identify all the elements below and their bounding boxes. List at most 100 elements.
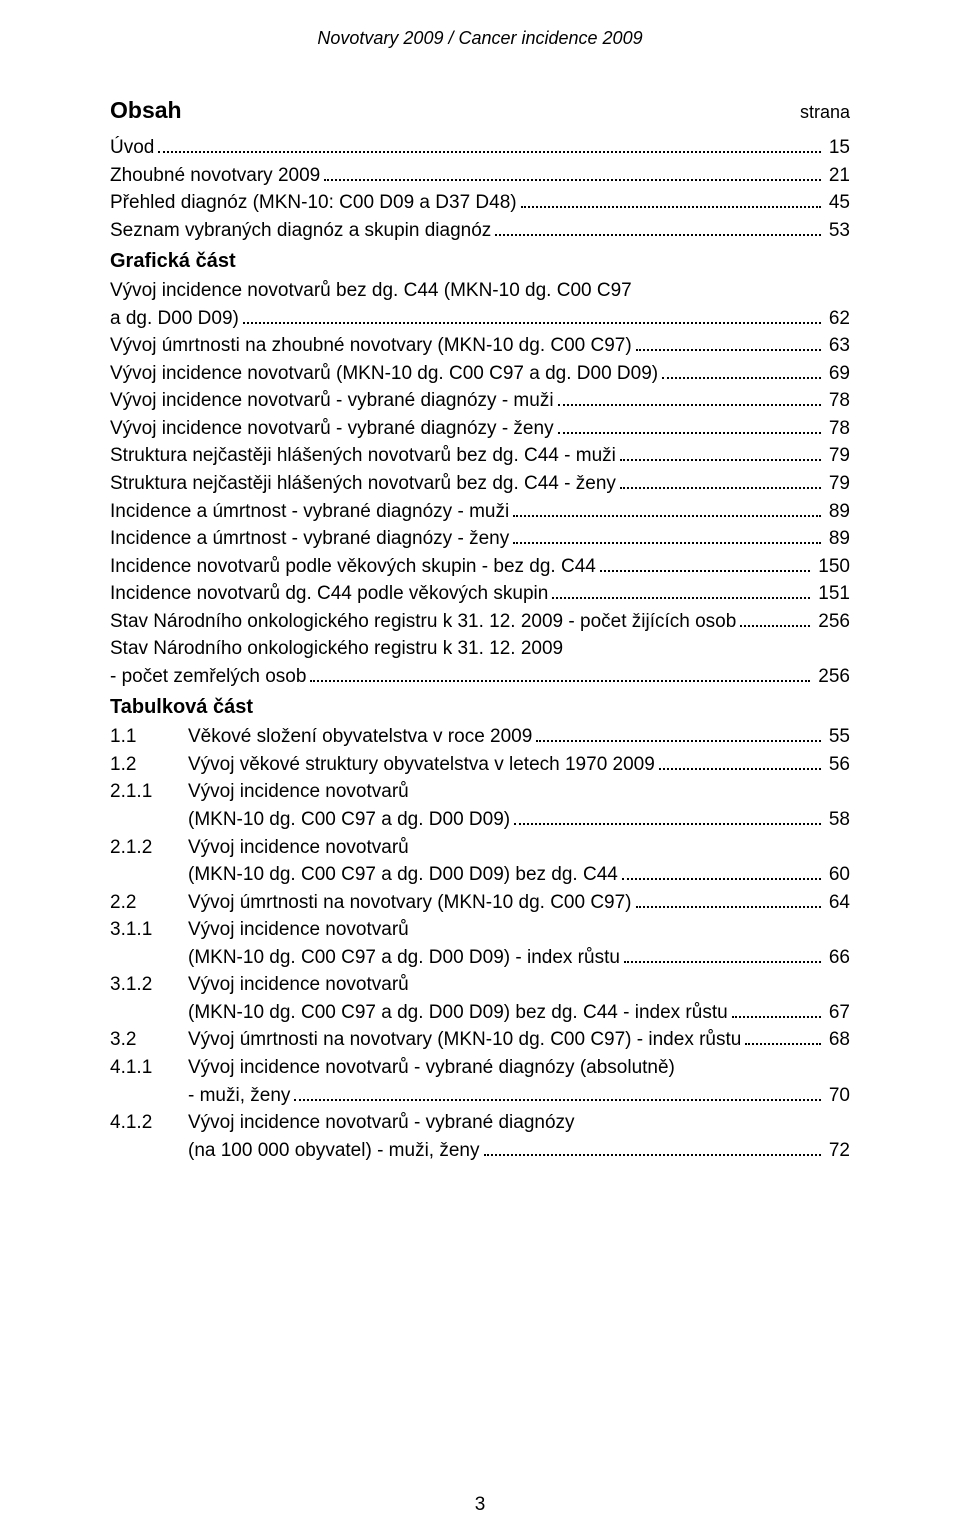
toc-entry-lastline: Vývoj úmrtnosti na novotvary (MKN-10 dg.… (188, 889, 850, 917)
toc-entry-lastline: Vývoj úmrtnosti na novotvary (MKN-10 dg.… (188, 1026, 850, 1054)
toc-header-row: Obsah strana (110, 97, 850, 124)
toc-leader-dots (745, 1034, 821, 1045)
toc-entry-page: 60 (825, 861, 850, 889)
toc-leader-dots (495, 224, 821, 235)
toc-entry-preline: Vývoj incidence novotvarů - vybrané diag… (188, 1054, 850, 1082)
toc-numbered-entry: 2.1.1Vývoj incidence novotvarů(MKN-10 dg… (110, 778, 850, 833)
toc-entry-label: Vývoj incidence novotvarů (MKN-10 dg. C0… (110, 360, 658, 388)
toc-leader-dots (636, 340, 821, 351)
toc-entry-lastline: (MKN-10 dg. C00 C97 a dg. D00 D09) bez d… (188, 999, 850, 1027)
toc-entry-page: 63 (825, 332, 850, 360)
toc-entry-body: Vývoj incidence novotvarů(MKN-10 dg. C00… (188, 916, 850, 971)
toc-entry: Seznam vybraných diagnóz a skupin diagnó… (110, 217, 850, 245)
document-header-title: Novotvary 2009 / Cancer incidence 2009 (110, 28, 850, 49)
toc-entry-page: 15 (825, 134, 850, 162)
toc-entry: Struktura nejčastěji hlášených novotvarů… (110, 442, 850, 470)
toc-entry-page: 150 (814, 553, 850, 581)
toc-entry-label: Vývoj úmrtnosti na novotvary (MKN-10 dg.… (188, 1026, 741, 1054)
toc-entry-lastline: Věkové složení obyvatelstva v roce 20095… (188, 723, 850, 751)
toc-numbered-entry: 1.1Věkové složení obyvatelstva v roce 20… (110, 723, 850, 751)
toc-leader-dots (624, 951, 821, 962)
toc-entry-number: 2.2 (110, 889, 188, 917)
toc-entry-label: (MKN-10 dg. C00 C97 a dg. D00 D09) (188, 806, 510, 834)
toc-entry-preline: Vývoj incidence novotvarů (188, 971, 850, 999)
toc-entry: Vývoj incidence novotvarů - vybrané diag… (110, 387, 850, 415)
toc-entry-page: 21 (825, 162, 850, 190)
toc-numbered-entry: 2.1.2Vývoj incidence novotvarů(MKN-10 dg… (110, 834, 850, 889)
toc-entry-label: - počet zemřelých osob (110, 663, 306, 691)
toc-leader-dots (324, 169, 821, 180)
toc-entry-label: Struktura nejčastěji hlášených novotvarů… (110, 470, 616, 498)
toc-entry-label: (MKN-10 dg. C00 C97 a dg. D00 D09) bez d… (188, 861, 618, 889)
section-heading-tabulkova: Tabulková část (110, 696, 850, 719)
toc-entry-label: Vývoj incidence novotvarů - vybrané diag… (110, 415, 554, 443)
toc-numbered-entry: 4.1.1Vývoj incidence novotvarů - vybrané… (110, 1054, 850, 1109)
toc-leader-dots (620, 450, 821, 461)
toc-entry-number: 1.2 (110, 751, 188, 779)
toc-numbered-entry: 2.2Vývoj úmrtnosti na novotvary (MKN-10 … (110, 889, 850, 917)
toc-entry-label: (MKN-10 dg. C00 C97 a dg. D00 D09) - ind… (188, 944, 620, 972)
toc-numbered-entry: 4.1.2Vývoj incidence novotvarů - vybrané… (110, 1109, 850, 1164)
toc-entry-body: Věkové složení obyvatelstva v roce 20095… (188, 723, 850, 751)
toc-entry-page: 64 (825, 889, 850, 917)
toc-entry-page: 256 (814, 663, 850, 691)
toc-entry-number: 3.2 (110, 1026, 188, 1054)
toc-entry-body: Vývoj incidence novotvarů - vybrané diag… (188, 1109, 850, 1164)
toc-leader-dots (514, 814, 821, 825)
toc-entry: a dg. D00 D09)62 (110, 305, 850, 333)
toc-entry-label: Přehled diagnóz (MKN-10: C00 D09 a D37 D… (110, 189, 517, 217)
toc-entry: Stav Národního onkologického registru k … (110, 608, 850, 636)
toc-entry-body: Vývoj úmrtnosti na novotvary (MKN-10 dg.… (188, 1026, 850, 1054)
toc-entry-body: Vývoj věkové struktury obyvatelstva v le… (188, 751, 850, 779)
toc-entry: Struktura nejčastěji hlášených novotvarů… (110, 470, 850, 498)
toc-entry-page: 53 (825, 217, 850, 245)
toc-leader-dots (622, 869, 821, 880)
toc-entry-label: Věkové složení obyvatelstva v roce 2009 (188, 723, 532, 751)
toc-entry-lastline: (MKN-10 dg. C00 C97 a dg. D00 D09) bez d… (188, 861, 850, 889)
toc-entry-label: Vývoj věkové struktury obyvatelstva v le… (188, 751, 655, 779)
toc-entry-label: - muži, ženy (188, 1082, 290, 1110)
toc-entry-body: Vývoj incidence novotvarů(MKN-10 dg. C00… (188, 778, 850, 833)
toc-numbered-entry: 3.1.2Vývoj incidence novotvarů(MKN-10 dg… (110, 971, 850, 1026)
toc-entry-body: Vývoj úmrtnosti na novotvary (MKN-10 dg.… (188, 889, 850, 917)
toc-entry-preline: Vývoj incidence novotvarů bez dg. C44 (M… (110, 277, 850, 305)
toc-entry-page: 58 (825, 806, 850, 834)
toc-leader-dots (600, 560, 810, 571)
toc-leader-dots (536, 731, 821, 742)
toc-entry-preline: Vývoj incidence novotvarů (188, 778, 850, 806)
toc-leader-dots (636, 896, 821, 907)
toc-entry-preline: Vývoj incidence novotvarů (188, 916, 850, 944)
toc-entry-number: 2.1.2 (110, 834, 188, 862)
toc-entry-page: 78 (825, 415, 850, 443)
toc-entry-label: a dg. D00 D09) (110, 305, 239, 333)
toc-entry: - počet zemřelých osob 256 (110, 663, 850, 691)
toc-leader-dots (310, 670, 810, 681)
toc-entry-body: Vývoj incidence novotvarů - vybrané diag… (188, 1054, 850, 1109)
toc-entry-preline: Stav Národního onkologického registru k … (110, 635, 850, 663)
toc-leader-dots (558, 395, 821, 406)
toc-entry-page: 66 (825, 944, 850, 972)
toc-entry-number: 2.1.1 (110, 778, 188, 806)
toc-page-column-label: strana (800, 102, 850, 123)
toc-entry-label: (MKN-10 dg. C00 C97 a dg. D00 D09) bez d… (188, 999, 728, 1027)
toc-entry-label: (na 100 000 obyvatel) - muži, ženy (188, 1137, 480, 1165)
toc-leader-dots (558, 423, 821, 434)
toc-entry: Incidence a úmrtnost - vybrané diagnózy … (110, 498, 850, 526)
toc-entry-page: 89 (825, 498, 850, 526)
toc-entry-page: 69 (825, 360, 850, 388)
toc-entry-preline: Vývoj incidence novotvarů - vybrané diag… (188, 1109, 850, 1137)
toc-leader-dots (659, 759, 821, 770)
toc-entry: Vývoj incidence novotvarů (MKN-10 dg. C0… (110, 360, 850, 388)
toc-entry-page: 151 (814, 580, 850, 608)
toc-entry-page: 70 (825, 1082, 850, 1110)
toc-entry-page: 45 (825, 189, 850, 217)
toc-entry-number: 3.1.2 (110, 971, 188, 999)
toc-entry: Vývoj incidence novotvarů - vybrané diag… (110, 415, 850, 443)
toc-leader-dots (620, 478, 821, 489)
toc-numbered-entry: 3.1.1Vývoj incidence novotvarů(MKN-10 dg… (110, 916, 850, 971)
toc-entry-page: 68 (825, 1026, 850, 1054)
toc-entry: Incidence novotvarů dg. C44 podle věkový… (110, 580, 850, 608)
toc-top-section: Úvod15Zhoubné novotvary 200921Přehled di… (110, 134, 850, 244)
toc-entry-page: 67 (825, 999, 850, 1027)
toc-leader-dots (662, 367, 821, 378)
